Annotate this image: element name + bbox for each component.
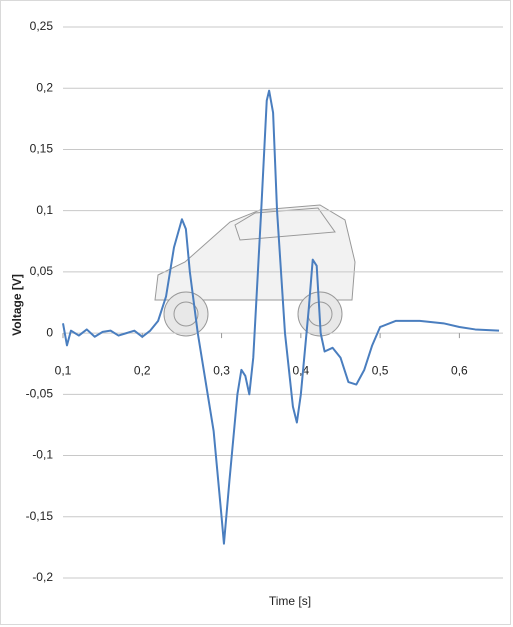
- y-tick-label: 0,05: [30, 264, 54, 278]
- y-tick-label: 0,1: [36, 203, 53, 217]
- y-tick-label: 0: [46, 325, 53, 339]
- x-axis-title: Time [s]: [269, 594, 311, 608]
- y-tick-label: -0,1: [32, 448, 53, 462]
- x-tick-label: 0,1: [55, 363, 72, 377]
- y-tick-label: 0,25: [30, 19, 54, 33]
- y-tick-label: -0,05: [26, 387, 54, 401]
- y-axis-title: Voltage [V]: [10, 274, 24, 336]
- x-tick-label: 0,2: [134, 363, 151, 377]
- y-tick-label: 0,15: [30, 142, 54, 156]
- x-tick-label: 0,4: [292, 363, 309, 377]
- x-tick-label: 0,6: [451, 363, 468, 377]
- y-tick-label: 0,2: [36, 80, 53, 94]
- x-tick-label: 0,5: [372, 363, 389, 377]
- data-line: [62, 89, 500, 545]
- x-tick-label: 0,3: [213, 363, 230, 377]
- y-tick-label: -0,15: [26, 509, 54, 523]
- y-tick-label: -0,2: [32, 570, 53, 584]
